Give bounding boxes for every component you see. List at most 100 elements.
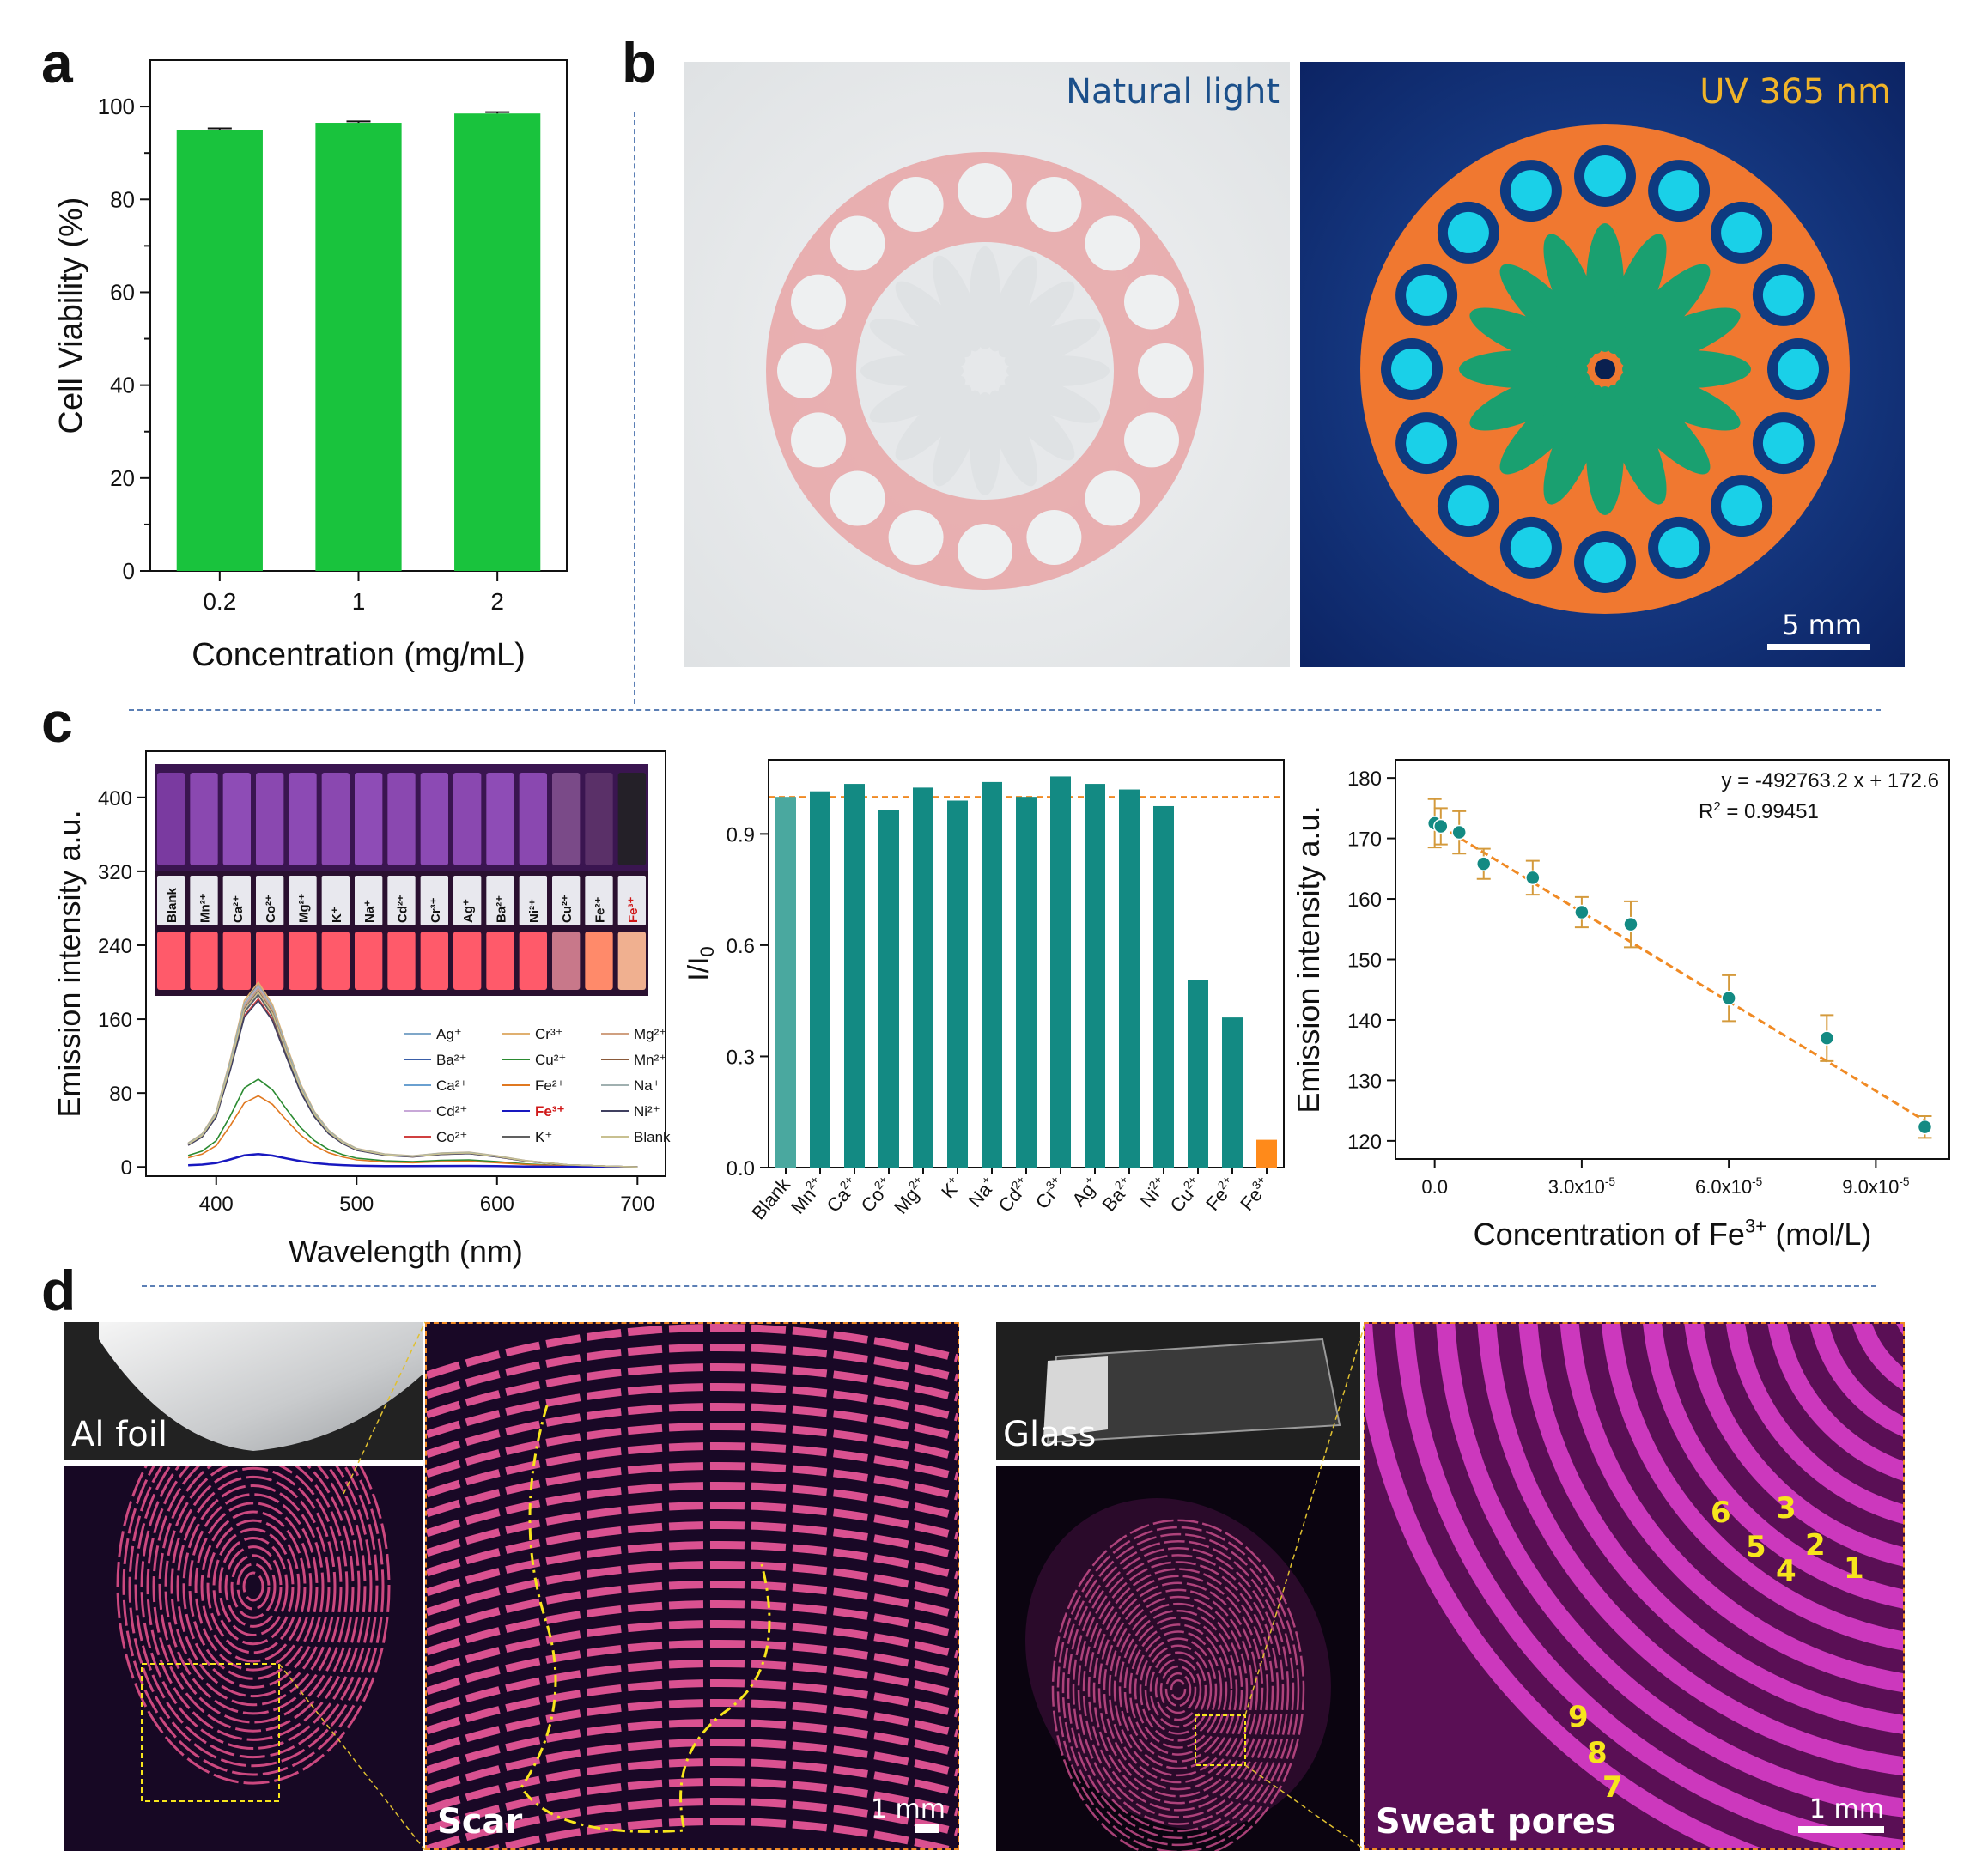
scar-ridge-22 bbox=[427, 1757, 958, 1814]
legend-label-c1-11: Mn²⁺ bbox=[634, 1052, 666, 1068]
fp-al-ridge-18 bbox=[140, 1466, 367, 1750]
xlabel-a: Concentration (mg/mL) bbox=[192, 637, 526, 673]
scar-ridge-4 bbox=[427, 1402, 958, 1459]
spectrum-line-4 bbox=[187, 998, 638, 1168]
sweat-pore-ridges bbox=[1365, 1324, 1903, 1848]
mandala-pink-hole-0 bbox=[1138, 343, 1193, 398]
spectrum-line-11 bbox=[187, 990, 638, 1168]
mandala-uv bbox=[1300, 62, 1905, 667]
vial-label-bg-12 bbox=[552, 876, 581, 926]
xtick-label-c2-11: Ni2+ bbox=[1135, 1174, 1172, 1211]
xtick-label-c3-0: 0.0 bbox=[1421, 1176, 1448, 1198]
fit-equation: y = -492763.2 x + 172.6 bbox=[1721, 769, 1939, 792]
legend-c1: Ag⁺ Ba²⁺ Ca²⁺ Cd²⁺ Co²⁺ Cr³⁺ Cu²⁺ Fe²⁺ Fe³⁺ K⁺ Mg²… bbox=[404, 1026, 671, 1145]
scale-bar-left bbox=[915, 1824, 939, 1833]
xtick-label-c2-10: Ba2+ bbox=[1097, 1174, 1138, 1216]
ytick-label-c2-3: 0.9 bbox=[727, 823, 755, 847]
mandala-pink-hole-12 bbox=[958, 163, 1012, 218]
ytick-label-c1-4: 320 bbox=[98, 861, 132, 884]
point-c3-5 bbox=[1574, 904, 1590, 920]
vial-label-3: Co²⁺ bbox=[264, 895, 278, 923]
mandala-uv-dot-9 bbox=[1406, 274, 1448, 316]
ytick-label-c2-0: 0.0 bbox=[727, 1157, 755, 1180]
legend-label-c1-5: Cr³⁺ bbox=[535, 1026, 563, 1042]
scar-ridge-2 bbox=[427, 1362, 958, 1419]
legend-label-c1-0: Ag⁺ bbox=[436, 1026, 462, 1042]
fp-al-ridge-17 bbox=[146, 1466, 361, 1741]
ylabel-c2: I/I0 bbox=[683, 946, 718, 981]
fit-line-c3 bbox=[1429, 818, 1926, 1122]
spectrum-line-1 bbox=[187, 992, 638, 1168]
bar-a-1 bbox=[315, 123, 402, 572]
vial-label-bg-14 bbox=[617, 876, 646, 926]
point-c3-9 bbox=[1917, 1119, 1933, 1135]
point-c3-4 bbox=[1525, 870, 1541, 886]
mandala-pink-hole-5 bbox=[888, 510, 944, 565]
bar-a-2 bbox=[454, 113, 541, 572]
spectrum-line-10 bbox=[187, 987, 638, 1168]
spectrum-line-2 bbox=[187, 988, 638, 1168]
legend-label-c1-3: Cd²⁺ bbox=[436, 1103, 467, 1120]
xtick-label-c1-2: 600 bbox=[480, 1193, 514, 1216]
bar-c2-5 bbox=[947, 800, 968, 1168]
bar-c2-0 bbox=[775, 797, 796, 1168]
xtick-label-c2-2: Ca2+ bbox=[822, 1174, 863, 1217]
scar-ridge-11 bbox=[427, 1540, 958, 1597]
xtick-label-c2-1: Mn2+ bbox=[786, 1174, 828, 1218]
xtick-label-a-0: 0.2 bbox=[203, 588, 236, 615]
panel-label-a: a bbox=[41, 31, 73, 94]
mandala-pink-petal-7 bbox=[988, 390, 1037, 487]
chart-c1-emission-spectra: 0 80 160 240 320 400 400 500 600 700 Wavelength (n… bbox=[52, 750, 671, 1269]
ytick-label-c2-1: 0.3 bbox=[727, 1046, 755, 1069]
mandala-uv-core bbox=[1595, 359, 1615, 379]
scar-ridge-21 bbox=[427, 1738, 958, 1794]
ytick-label-a-1: 20 bbox=[110, 465, 135, 491]
legend-label-c1-13: Ni²⁺ bbox=[634, 1103, 660, 1120]
panel-label-c: c bbox=[41, 690, 73, 754]
photo-fingerprint-glass bbox=[996, 1466, 1360, 1851]
vial-uv-2 bbox=[222, 773, 251, 865]
ytick-label-c1-5: 400 bbox=[98, 787, 132, 810]
bar-c2-8 bbox=[1050, 776, 1071, 1168]
scar-ridges bbox=[427, 1324, 958, 1848]
mandala-pink-hole-8 bbox=[777, 343, 832, 398]
vial-liquid-1 bbox=[190, 932, 218, 990]
xlabel-c1: Wavelength (nm) bbox=[289, 1234, 523, 1269]
xlabel-c3: Concentration of Fe3+ (mol/L) bbox=[1474, 1216, 1872, 1252]
point-c3-3 bbox=[1475, 856, 1492, 871]
vial-liquid-2 bbox=[222, 932, 251, 990]
mandala-pink-hole-6 bbox=[830, 470, 885, 526]
vial-uv-12 bbox=[552, 773, 581, 865]
spectrum-line-5 bbox=[187, 980, 638, 1168]
mandala-pink-hole-15 bbox=[1124, 274, 1179, 330]
mandala-uv-petal-15 bbox=[1543, 234, 1604, 355]
vial-label-5: K⁺ bbox=[330, 907, 344, 923]
ytick-label-a-5: 100 bbox=[98, 94, 135, 119]
pore-number-2: 2 bbox=[1805, 1528, 1826, 1563]
ytick-label-a-4: 80 bbox=[110, 186, 135, 212]
bar-c2-14 bbox=[1256, 1139, 1277, 1168]
ylabel-c3: Emission intensity a.u. bbox=[1291, 805, 1326, 1113]
vial-liquid-10 bbox=[486, 932, 514, 990]
vial-uv-6 bbox=[355, 773, 383, 865]
vial-label-bg-5 bbox=[321, 876, 350, 926]
ytick-label-a-0: 0 bbox=[123, 558, 135, 584]
mandala-pink-petal-15 bbox=[933, 255, 982, 352]
ytick-label-c1-1: 80 bbox=[109, 1083, 132, 1106]
photo-sweat-pores-zoom: Sweat pores 1 mm 1 2 3 4 5 6 7 8 9 bbox=[1364, 1322, 1905, 1850]
mandala-pink-petal-1 bbox=[988, 255, 1037, 352]
bar-a-0 bbox=[176, 130, 263, 571]
bar-c2-2 bbox=[844, 784, 865, 1168]
bar-c2-3 bbox=[878, 810, 899, 1168]
vial-uv-11 bbox=[519, 773, 547, 865]
vial-label-8: Cr³⁺ bbox=[429, 897, 443, 923]
xtick-label-c2-3: Co2+ bbox=[856, 1174, 897, 1217]
mandala-uv-petal-5 bbox=[1620, 370, 1741, 431]
mandala-uv-petal-7 bbox=[1606, 384, 1667, 505]
mandala-uv-petal-1 bbox=[1606, 234, 1667, 355]
scar-ridge-25 bbox=[482, 1817, 958, 1848]
mandala-uv-dot-11 bbox=[1510, 170, 1552, 212]
fp-al-ridge-22 bbox=[116, 1466, 391, 1785]
fp-al-ridge-10 bbox=[188, 1493, 319, 1680]
scar-ridge-23 bbox=[427, 1777, 958, 1834]
